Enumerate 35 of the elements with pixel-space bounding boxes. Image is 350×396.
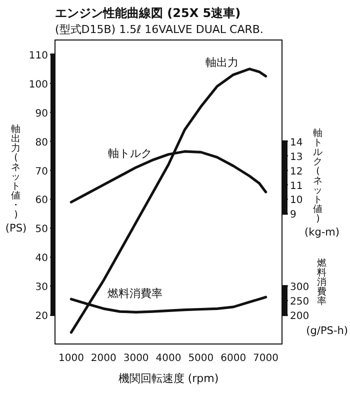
x-tick-label: 2000 xyxy=(90,353,116,364)
x-axis-title: 機関回転速度 (rpm) xyxy=(118,372,219,385)
y2-tick-label: 12 xyxy=(290,166,303,178)
y-tick-label: 50 xyxy=(35,224,48,236)
chart-title: エンジン性能曲線図 (25X 5速車) xyxy=(55,6,241,20)
chart-subtitle: (型式D15B) 1.5ℓ 16VALVE DUAL CARB. xyxy=(55,23,264,36)
x-tick-label: 3000 xyxy=(123,353,149,364)
y-tick-label: 40 xyxy=(35,253,48,264)
series-label: 軸出力 xyxy=(206,56,238,69)
line-series xyxy=(70,68,268,334)
y3-tick-label: 200 xyxy=(290,311,310,322)
y3-tick-label: 250 xyxy=(290,296,310,308)
y-tick-label: 30 xyxy=(35,282,48,294)
x-tick-label: 1000 xyxy=(58,353,84,364)
text: 軸出力(ネット値・) (PS) xyxy=(5,124,27,234)
text: 軸トルク(ネット値) (kg-m) xyxy=(304,128,340,238)
y-tick-label: 110 xyxy=(28,50,48,62)
y-tick-label: 20 xyxy=(35,311,48,322)
y2-tick-label: 13 xyxy=(290,152,303,163)
y3-tick-label: 300 xyxy=(290,282,310,294)
y-tick-label: 70 xyxy=(35,166,48,178)
y-tick-label: 90 xyxy=(35,108,48,120)
y2-tick-label: 10 xyxy=(290,195,303,206)
y2-tick-label: 14 xyxy=(290,137,303,148)
y-tick-label: 100 xyxy=(28,79,48,90)
series-label: 軸トルク xyxy=(108,147,152,160)
x-tick-label: 5000 xyxy=(188,353,214,364)
x-tick-label: 4000 xyxy=(156,353,182,364)
y-tick-label: 80 xyxy=(35,137,48,148)
x-tick-label: 6000 xyxy=(220,353,246,364)
y2-tick-label: 11 xyxy=(290,180,303,192)
y2-tick-label: 9 xyxy=(290,210,296,221)
x-tick-label: 7000 xyxy=(253,353,279,364)
series-label: 燃料消費率 xyxy=(108,287,162,300)
y-tick-label: 60 xyxy=(35,195,48,206)
